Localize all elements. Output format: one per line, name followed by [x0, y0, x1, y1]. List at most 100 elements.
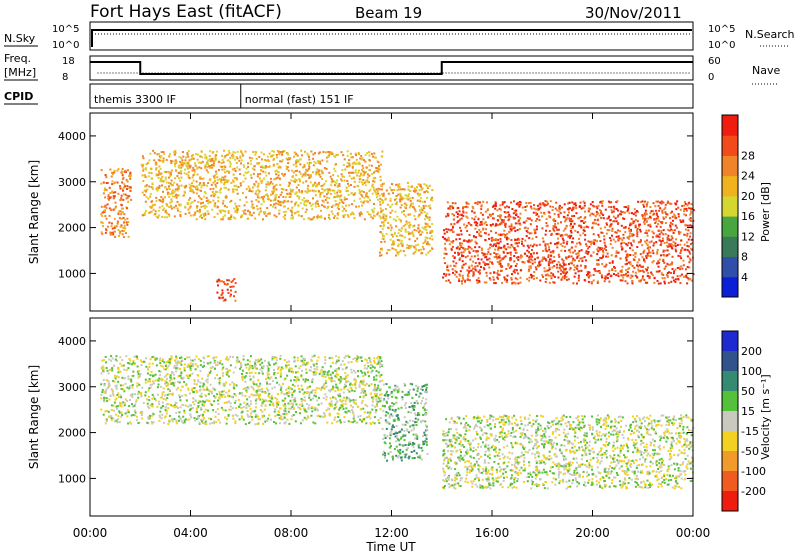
range-time-cell — [446, 266, 449, 269]
range-time-cell — [258, 196, 261, 199]
range-time-cell — [544, 280, 547, 283]
nave-tick-bottom: 0 — [708, 72, 714, 83]
range-time-cell — [495, 255, 498, 258]
range-time-cell — [666, 274, 669, 277]
range-time-cell — [326, 421, 329, 424]
range-time-cell — [450, 223, 453, 226]
range-time-cell — [129, 173, 132, 176]
range-time-cell — [117, 192, 120, 195]
range-time-cell — [514, 282, 517, 285]
range-time-cell — [271, 357, 274, 360]
range-time-cell — [610, 201, 613, 204]
range-time-cell — [569, 262, 572, 265]
range-time-cell — [399, 192, 402, 195]
range-time-cell — [101, 214, 104, 217]
range-time-cell — [362, 173, 365, 176]
range-time-cell — [312, 164, 315, 167]
range-time-cell — [231, 188, 234, 191]
range-time-cell — [119, 185, 122, 188]
range-time-cell — [301, 369, 303, 372]
range-time-cell — [649, 215, 652, 218]
range-time-cell — [379, 197, 382, 200]
range-time-cell — [247, 162, 249, 165]
range-time-cell — [511, 208, 514, 210]
range-time-cell — [673, 229, 676, 232]
range-time-cell — [230, 199, 233, 202]
range-time-cell — [110, 175, 113, 178]
range-time-cell — [377, 198, 379, 201]
range-time-cell — [419, 196, 422, 199]
range-time-cell — [365, 192, 368, 195]
range-time-cell — [620, 213, 623, 216]
range-time-cell — [294, 170, 297, 173]
range-time-cell — [196, 365, 199, 368]
range-time-cell — [151, 397, 154, 400]
range-time-cell — [498, 207, 501, 210]
range-time-cell — [258, 418, 261, 421]
range-time-cell — [324, 151, 327, 154]
range-time-cell — [233, 382, 236, 385]
range-time-cell — [651, 249, 654, 252]
range-time-cell — [581, 260, 584, 263]
range-time-cell — [623, 206, 626, 208]
range-time-cell — [120, 197, 123, 200]
range-time-cell — [670, 243, 673, 246]
range-time-cell — [287, 395, 290, 397]
range-time-cell — [645, 242, 648, 245]
range-time-cell — [642, 252, 645, 255]
range-time-cell — [305, 168, 307, 171]
range-time-cell — [639, 228, 642, 231]
range-time-cell — [668, 243, 671, 246]
range-time-cell — [405, 197, 408, 200]
range-time-cell — [571, 215, 574, 218]
range-time-cell — [250, 415, 253, 418]
range-time-cell — [192, 364, 195, 367]
range-time-cell — [377, 192, 380, 195]
range-time-cell — [197, 200, 200, 203]
range-time-cell — [135, 399, 138, 402]
range-time-cell — [237, 186, 240, 188]
range-time-cell — [528, 276, 531, 279]
range-time-cell — [567, 235, 570, 238]
range-time-cell — [370, 152, 373, 155]
range-time-cell — [642, 270, 645, 273]
range-time-cell — [651, 261, 654, 264]
range-time-cell — [379, 361, 382, 364]
range-time-cell — [516, 242, 518, 245]
range-time-cell — [318, 216, 321, 218]
range-time-cell — [341, 360, 344, 363]
range-time-cell — [452, 271, 454, 274]
range-time-cell — [565, 233, 568, 236]
range-time-cell — [168, 206, 171, 208]
range-time-cell — [408, 224, 411, 227]
range-time-cell — [666, 244, 669, 247]
range-time-cell — [263, 195, 266, 198]
range-time-cell — [535, 268, 538, 271]
range-time-cell — [275, 215, 278, 218]
range-time-cell — [619, 279, 622, 282]
range-time-cell — [528, 232, 531, 235]
range-time-cell — [634, 224, 637, 227]
range-time-cell — [670, 228, 673, 231]
range-time-cell — [292, 171, 295, 174]
range-time-cell — [265, 186, 268, 189]
range-time-cell — [514, 230, 517, 233]
range-time-cell — [519, 269, 522, 272]
range-time-cell — [664, 211, 667, 214]
range-time-cell — [646, 268, 649, 271]
range-time-cell — [179, 210, 182, 213]
range-time-cell — [239, 173, 242, 175]
range-time-cell — [363, 159, 365, 162]
range-time-cell — [100, 213, 103, 216]
range-time-cell — [220, 218, 223, 221]
range-time-cell — [297, 205, 300, 208]
range-time-cell — [404, 194, 407, 197]
range-time-cell — [398, 251, 401, 254]
range-time-cell — [387, 192, 390, 195]
range-time-cell — [252, 382, 255, 385]
range-time-cell — [627, 236, 630, 239]
range-time-cell — [469, 240, 472, 243]
range-time-cell — [176, 367, 179, 369]
range-time-cell — [297, 184, 300, 186]
range-time-cell — [652, 202, 655, 205]
